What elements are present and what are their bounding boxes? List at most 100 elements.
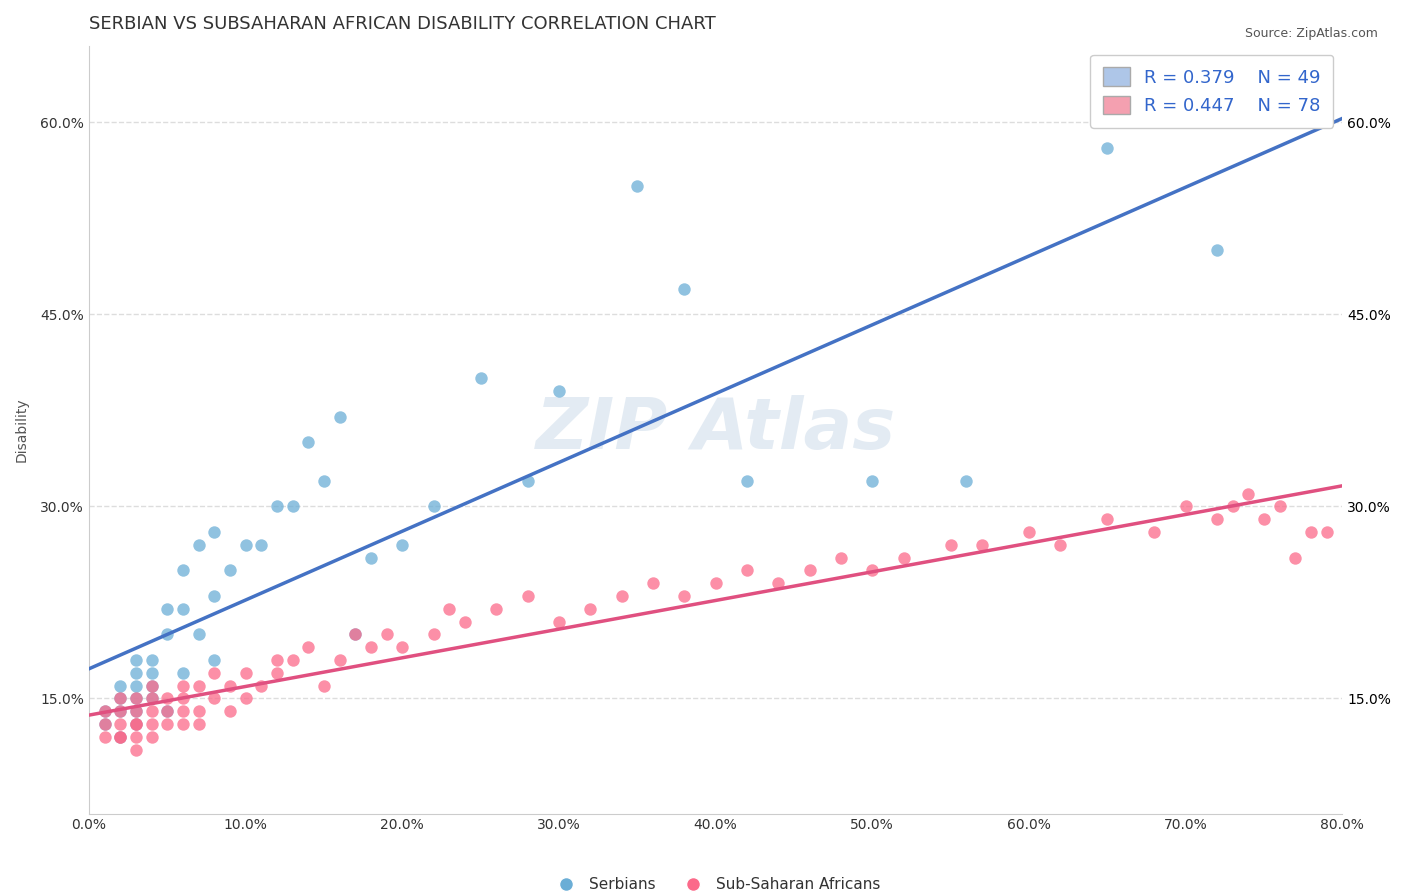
Point bbox=[1316, 524, 1339, 539]
Point bbox=[156, 704, 179, 718]
Point bbox=[893, 550, 915, 565]
Point bbox=[328, 409, 350, 424]
Point bbox=[375, 627, 398, 641]
Point bbox=[422, 627, 444, 641]
Y-axis label: Disability: Disability bbox=[15, 397, 30, 462]
Point bbox=[1284, 550, 1306, 565]
Point bbox=[172, 665, 194, 680]
Point bbox=[141, 665, 163, 680]
Point bbox=[125, 717, 148, 731]
Point bbox=[1018, 524, 1040, 539]
Point bbox=[218, 563, 240, 577]
Point bbox=[360, 550, 382, 565]
Point bbox=[187, 538, 209, 552]
Point bbox=[281, 500, 304, 514]
Point bbox=[202, 691, 225, 706]
Point bbox=[141, 679, 163, 693]
Point bbox=[141, 704, 163, 718]
Point bbox=[93, 717, 115, 731]
Point bbox=[125, 691, 148, 706]
Point bbox=[547, 615, 569, 629]
Point bbox=[579, 601, 602, 615]
Point bbox=[108, 679, 131, 693]
Point bbox=[125, 717, 148, 731]
Point bbox=[939, 538, 962, 552]
Point bbox=[172, 601, 194, 615]
Point bbox=[125, 704, 148, 718]
Point bbox=[830, 550, 852, 565]
Point bbox=[93, 704, 115, 718]
Point bbox=[860, 474, 883, 488]
Point bbox=[1237, 486, 1260, 500]
Point bbox=[312, 679, 335, 693]
Legend: R = 0.379    N = 49, R = 0.447    N = 78: R = 0.379 N = 49, R = 0.447 N = 78 bbox=[1090, 54, 1333, 128]
Point bbox=[108, 691, 131, 706]
Point bbox=[266, 500, 288, 514]
Point bbox=[156, 627, 179, 641]
Point bbox=[673, 282, 696, 296]
Point bbox=[108, 691, 131, 706]
Point bbox=[768, 576, 790, 591]
Point bbox=[108, 730, 131, 744]
Point bbox=[1174, 500, 1197, 514]
Point bbox=[93, 730, 115, 744]
Point bbox=[470, 371, 492, 385]
Point bbox=[250, 538, 273, 552]
Point bbox=[141, 679, 163, 693]
Point bbox=[141, 691, 163, 706]
Point bbox=[437, 601, 460, 615]
Point bbox=[172, 563, 194, 577]
Point bbox=[1097, 512, 1119, 526]
Point bbox=[187, 717, 209, 731]
Point bbox=[312, 474, 335, 488]
Point bbox=[125, 730, 148, 744]
Point bbox=[235, 538, 257, 552]
Point bbox=[266, 665, 288, 680]
Point bbox=[485, 601, 508, 615]
Point bbox=[1097, 141, 1119, 155]
Point bbox=[673, 589, 696, 603]
Point bbox=[344, 627, 367, 641]
Point bbox=[125, 665, 148, 680]
Point bbox=[187, 679, 209, 693]
Point bbox=[108, 704, 131, 718]
Point bbox=[172, 679, 194, 693]
Point bbox=[156, 717, 179, 731]
Point bbox=[955, 474, 977, 488]
Point bbox=[297, 435, 319, 450]
Point bbox=[125, 653, 148, 667]
Point bbox=[202, 665, 225, 680]
Point bbox=[141, 691, 163, 706]
Point bbox=[93, 717, 115, 731]
Point bbox=[187, 627, 209, 641]
Point bbox=[704, 576, 727, 591]
Point bbox=[360, 640, 382, 655]
Point bbox=[1143, 524, 1166, 539]
Point bbox=[547, 384, 569, 399]
Point bbox=[93, 704, 115, 718]
Point bbox=[141, 653, 163, 667]
Point bbox=[125, 742, 148, 756]
Point bbox=[202, 589, 225, 603]
Point bbox=[141, 717, 163, 731]
Point bbox=[172, 691, 194, 706]
Point bbox=[516, 474, 538, 488]
Point bbox=[125, 717, 148, 731]
Point bbox=[799, 563, 821, 577]
Point bbox=[281, 653, 304, 667]
Point bbox=[141, 730, 163, 744]
Point bbox=[860, 563, 883, 577]
Point bbox=[125, 704, 148, 718]
Point bbox=[328, 653, 350, 667]
Point bbox=[1299, 524, 1322, 539]
Point bbox=[172, 704, 194, 718]
Point bbox=[108, 704, 131, 718]
Point bbox=[108, 730, 131, 744]
Point bbox=[297, 640, 319, 655]
Point bbox=[250, 679, 273, 693]
Point bbox=[391, 640, 413, 655]
Point bbox=[422, 500, 444, 514]
Point bbox=[125, 679, 148, 693]
Point bbox=[235, 665, 257, 680]
Point bbox=[735, 563, 758, 577]
